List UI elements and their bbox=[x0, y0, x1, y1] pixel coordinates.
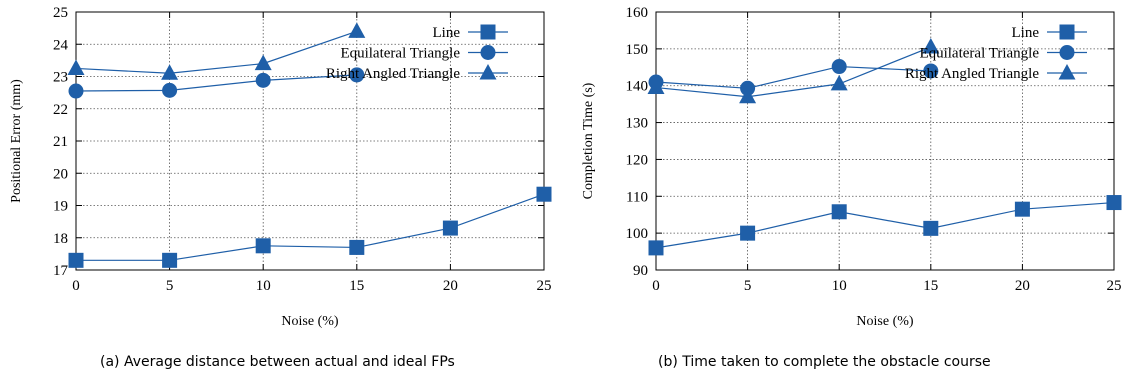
x-tick-label: 5 bbox=[744, 278, 752, 294]
data-point-triangle bbox=[67, 59, 85, 75]
legend-label: Right Angled Triangle bbox=[905, 66, 1040, 82]
x-tick-label: 15 bbox=[349, 278, 364, 294]
plot-frame bbox=[655, 11, 1115, 271]
data-point-square bbox=[162, 252, 178, 268]
data-point-circle bbox=[349, 67, 365, 83]
y-tick-label: 17 bbox=[53, 263, 69, 279]
caption-a: (a) Average distance between actual and … bbox=[100, 354, 455, 370]
data-point-triangle bbox=[739, 87, 757, 104]
data-point-circle bbox=[68, 83, 84, 99]
chart-completion-time: 90 100 110 120 130 140 150 160 0 5 10 15 20 25 Noise (… bbox=[581, 5, 1122, 329]
y-tick-label: 150 bbox=[626, 42, 649, 58]
y-tick-label: 21 bbox=[53, 134, 68, 150]
legend-marker-circle bbox=[1059, 45, 1075, 60]
legend-marker-square bbox=[480, 24, 496, 40]
series-line-square bbox=[655, 201, 1115, 249]
y-tick-label: 120 bbox=[626, 152, 649, 168]
y-tick-label: 90 bbox=[633, 263, 648, 279]
series-line-triangle bbox=[75, 30, 357, 74]
series-line-triangle bbox=[655, 46, 932, 98]
legend-marker-circle bbox=[480, 45, 496, 60]
data-point-square bbox=[923, 220, 939, 236]
y-tick-label: 22 bbox=[53, 102, 68, 118]
data-point-square bbox=[740, 225, 756, 241]
data-point-triangle bbox=[647, 78, 665, 95]
data-point-square bbox=[1014, 201, 1030, 217]
data-point-square bbox=[536, 186, 552, 202]
data-point-triangle bbox=[254, 54, 272, 71]
y-tick-label: 18 bbox=[53, 231, 68, 247]
data-point-square bbox=[442, 220, 458, 236]
y-axis-label: Positional Error (mm) bbox=[9, 79, 24, 203]
x-tick-label: 15 bbox=[923, 278, 938, 294]
x-tick-label: 0 bbox=[72, 278, 80, 294]
legend-marker-triangle bbox=[1058, 64, 1076, 80]
y-axis-label: Completion Time (s) bbox=[581, 82, 596, 199]
y-tick-label: 20 bbox=[53, 166, 68, 182]
legend-label: Right Angled Triangle bbox=[326, 66, 461, 82]
y-tick-label: 23 bbox=[53, 70, 68, 86]
x-tick-label: 25 bbox=[537, 278, 552, 294]
legend-marker-square bbox=[1059, 24, 1075, 40]
y-tick-label: 19 bbox=[53, 199, 68, 215]
legend-label: Equilateral Triangle bbox=[340, 46, 460, 62]
data-point-square bbox=[255, 238, 271, 254]
legend-marker-triangle bbox=[479, 64, 497, 80]
series-line-square bbox=[76, 193, 545, 261]
y-tick-label: 24 bbox=[53, 37, 69, 53]
data-point-triangle bbox=[830, 74, 848, 91]
data-point-square bbox=[68, 252, 84, 268]
data-point-triangle bbox=[922, 38, 940, 54]
y-tick-label: 130 bbox=[626, 116, 649, 132]
data-point-circle bbox=[255, 72, 271, 88]
data-point-circle bbox=[162, 82, 178, 98]
x-tick-label: 0 bbox=[652, 278, 660, 294]
x-axis-label: Noise (%) bbox=[856, 314, 913, 329]
y-tick-label: 100 bbox=[626, 226, 649, 242]
y-tick-label: 110 bbox=[626, 189, 648, 205]
caption-b: (b) Time taken to complete the obstacle … bbox=[658, 354, 991, 370]
series-line-circle bbox=[75, 74, 357, 92]
data-point-circle bbox=[831, 59, 847, 75]
y-tick-label: 25 bbox=[53, 5, 68, 21]
legend-label: Line bbox=[433, 25, 461, 41]
chart-positional-error: 17 18 19 20 21 22 23 24 25 0 5 10 15 20 25 Noise (%) Pos… bbox=[9, 5, 552, 329]
legend-label: Line bbox=[1012, 25, 1040, 41]
data-point-triangle bbox=[348, 22, 366, 38]
data-point-circle bbox=[923, 63, 939, 79]
data-point-square bbox=[648, 240, 664, 256]
x-tick-label: 25 bbox=[1107, 278, 1122, 294]
x-tick-label: 5 bbox=[166, 278, 174, 294]
x-tick-label: 10 bbox=[832, 278, 847, 294]
series-line-circle bbox=[655, 65, 931, 89]
x-tick-label: 10 bbox=[256, 278, 271, 294]
data-point-square bbox=[831, 204, 847, 220]
x-axis-label: Noise (%) bbox=[281, 314, 338, 329]
data-point-triangle bbox=[161, 64, 179, 80]
data-point-square bbox=[349, 239, 365, 255]
data-point-square bbox=[1106, 195, 1122, 211]
y-tick-label: 140 bbox=[626, 79, 649, 95]
x-tick-label: 20 bbox=[1015, 278, 1030, 294]
legend-label: Equilateral Triangle bbox=[919, 46, 1039, 62]
y-tick-label: 160 bbox=[626, 5, 649, 21]
x-tick-label: 20 bbox=[443, 278, 458, 294]
